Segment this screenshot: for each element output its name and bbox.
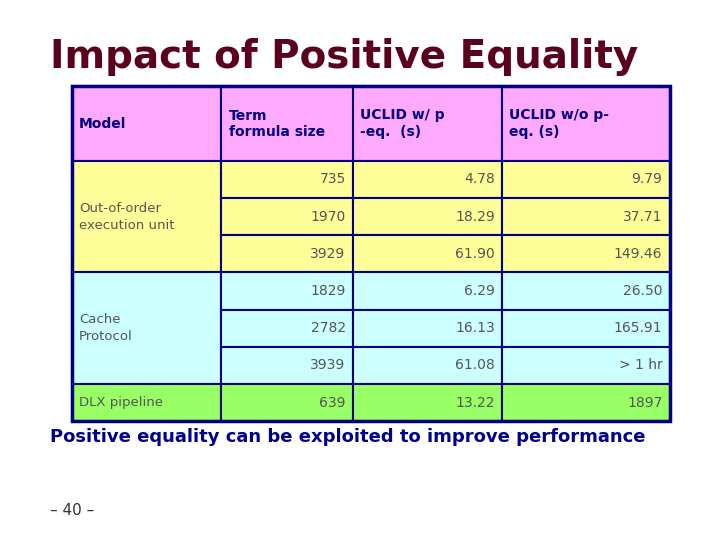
Text: 1897: 1897 bbox=[627, 396, 662, 410]
Bar bbox=[353, 309, 503, 347]
Text: Term
formula size: Term formula size bbox=[229, 109, 325, 139]
Bar bbox=[353, 198, 503, 235]
Text: Positive equality can be exploited to improve performance: Positive equality can be exploited to im… bbox=[50, 428, 646, 445]
Text: 37.71: 37.71 bbox=[623, 210, 662, 224]
Text: – 40 –: – 40 – bbox=[50, 503, 94, 518]
Text: 18.29: 18.29 bbox=[455, 210, 495, 224]
Bar bbox=[72, 161, 222, 272]
Bar bbox=[503, 86, 670, 161]
Text: 9.79: 9.79 bbox=[631, 172, 662, 186]
Text: Model: Model bbox=[79, 117, 127, 131]
Bar bbox=[222, 309, 353, 347]
Text: > 1 hr: > 1 hr bbox=[618, 359, 662, 373]
Bar bbox=[222, 198, 353, 235]
Bar bbox=[503, 198, 670, 235]
Text: 6.29: 6.29 bbox=[464, 284, 495, 298]
Text: 1970: 1970 bbox=[310, 210, 346, 224]
Bar bbox=[503, 347, 670, 384]
Bar bbox=[503, 235, 670, 272]
Bar bbox=[353, 235, 503, 272]
Text: 61.08: 61.08 bbox=[455, 359, 495, 373]
Bar bbox=[353, 347, 503, 384]
Bar bbox=[72, 384, 222, 421]
Text: 3939: 3939 bbox=[310, 359, 346, 373]
Bar bbox=[72, 272, 222, 384]
Text: Out-of-order
execution unit: Out-of-order execution unit bbox=[79, 201, 175, 232]
Bar bbox=[353, 161, 503, 198]
Bar bbox=[353, 384, 503, 421]
Bar bbox=[503, 384, 670, 421]
Text: 13.22: 13.22 bbox=[456, 396, 495, 410]
Bar bbox=[353, 86, 503, 161]
Bar bbox=[222, 384, 353, 421]
Text: DLX pipeline: DLX pipeline bbox=[79, 396, 163, 409]
Text: UCLID w/o p-
eq. (s): UCLID w/o p- eq. (s) bbox=[510, 109, 609, 139]
Text: Cache
Protocol: Cache Protocol bbox=[79, 313, 133, 343]
Text: 735: 735 bbox=[320, 172, 346, 186]
Bar bbox=[503, 161, 670, 198]
Bar bbox=[222, 347, 353, 384]
Bar bbox=[222, 161, 353, 198]
Text: 165.91: 165.91 bbox=[613, 321, 662, 335]
Bar bbox=[222, 86, 353, 161]
Bar bbox=[222, 272, 353, 309]
Text: 4.78: 4.78 bbox=[464, 172, 495, 186]
Bar bbox=[503, 272, 670, 309]
Text: 61.90: 61.90 bbox=[455, 247, 495, 261]
Text: 3929: 3929 bbox=[310, 247, 346, 261]
Bar bbox=[353, 272, 503, 309]
Text: 2782: 2782 bbox=[310, 321, 346, 335]
Text: 16.13: 16.13 bbox=[455, 321, 495, 335]
Text: 1829: 1829 bbox=[310, 284, 346, 298]
Bar bbox=[222, 235, 353, 272]
Bar bbox=[503, 309, 670, 347]
Bar bbox=[72, 86, 670, 421]
Text: 26.50: 26.50 bbox=[623, 284, 662, 298]
Text: 639: 639 bbox=[319, 396, 346, 410]
Text: UCLID w/ p
-eq.  (s): UCLID w/ p -eq. (s) bbox=[360, 109, 445, 139]
Text: Impact of Positive Equality: Impact of Positive Equality bbox=[50, 38, 639, 76]
Text: 149.46: 149.46 bbox=[614, 247, 662, 261]
Bar bbox=[72, 86, 222, 161]
